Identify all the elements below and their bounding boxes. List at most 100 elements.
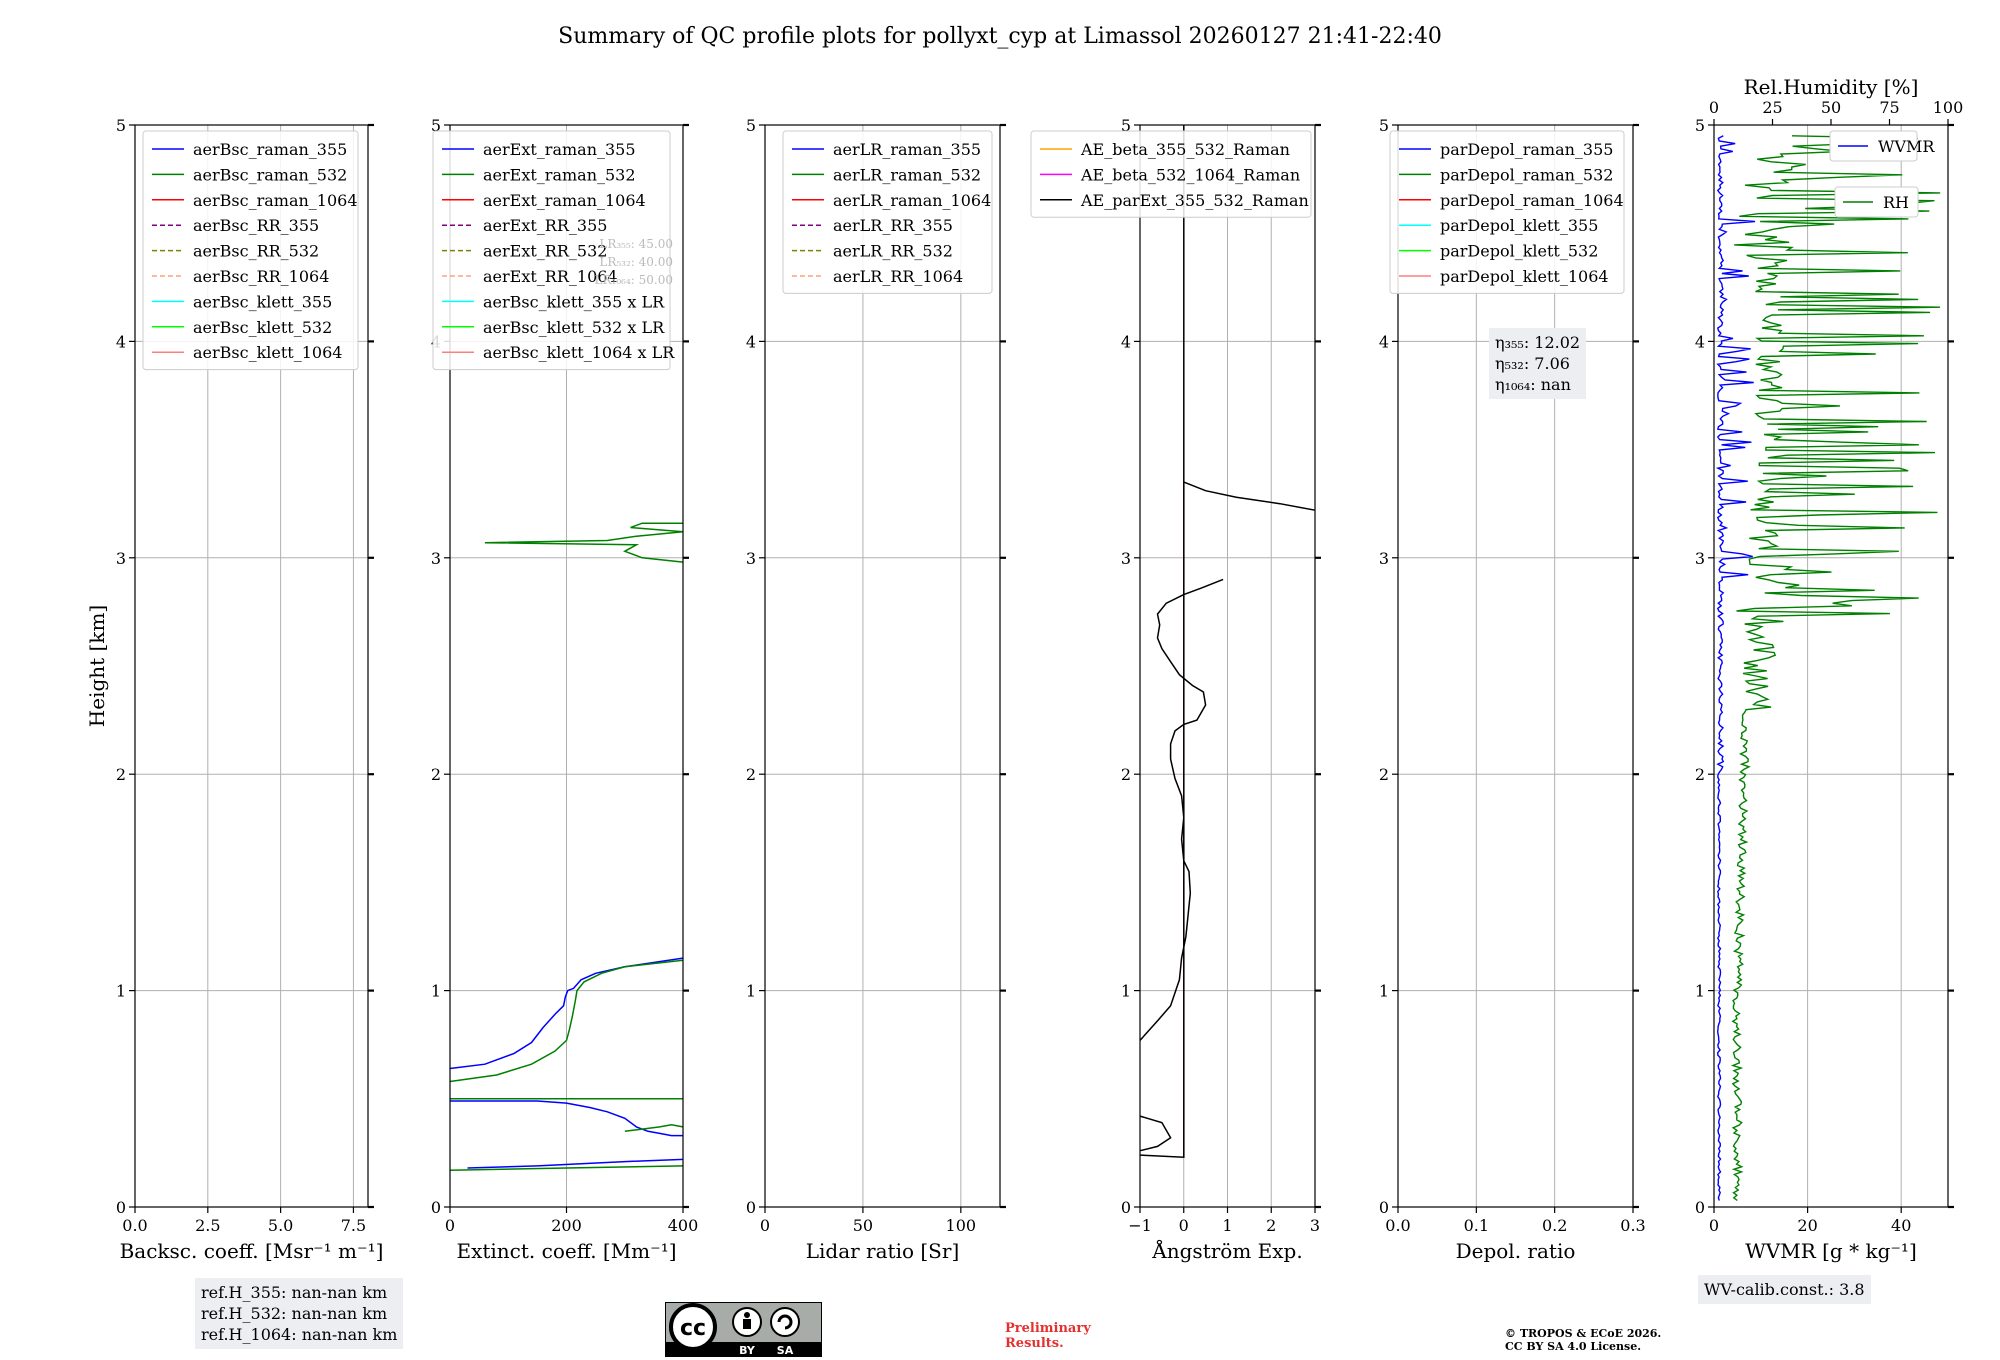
wv-legend-box-RH bbox=[1834, 186, 1919, 218]
wv-calibration-box: WV-calib.const.: 3.8 bbox=[1698, 1275, 1871, 1304]
ext-legend-label: aerExt_raman_1064 bbox=[483, 191, 646, 210]
ext-series-aerExt_raman_532 bbox=[484, 522, 684, 563]
figure-title: Summary of QC profile plots for pollyxt_… bbox=[558, 24, 1442, 49]
lr-legend-label: aerLR_raman_532 bbox=[833, 165, 981, 184]
copyright-note: © TROPOS & ECoE 2026. CC BY SA 4.0 Licen… bbox=[1505, 1327, 1661, 1353]
depol-legend-label: parDepol_raman_532 bbox=[1440, 165, 1613, 184]
preliminary-line-2: Results. bbox=[1005, 1336, 1064, 1351]
bsc-ytick-label: 5 bbox=[116, 116, 126, 135]
cc-license-badge: cc BY SA bbox=[665, 1302, 822, 1357]
depol-ytick-label: 5 bbox=[1379, 116, 1389, 135]
wv-calib-constant: WV-calib.const.: 3.8 bbox=[1704, 1280, 1865, 1299]
ae-ytick-label: 5 bbox=[1121, 116, 1131, 135]
bsc-panel: 0 1 2 3 4 5 0.0 2.5 5.0 7.5 Backsc. coeff. [Msr⁻¹ … bbox=[85, 116, 383, 1263]
wv-xtick-label: 20 bbox=[1797, 1216, 1817, 1235]
ae-xtick-label: 0 bbox=[1179, 1216, 1189, 1235]
bsc-legend bbox=[142, 130, 359, 371]
wv-xtick-label: 0 bbox=[1709, 1216, 1719, 1235]
bsc-legend-label: aerBsc_klett_532 bbox=[193, 318, 332, 337]
depol-ytick-label: 2 bbox=[1379, 765, 1389, 784]
bsc-ytick-label: 3 bbox=[116, 549, 126, 568]
bsc-xtick-label: 7.5 bbox=[341, 1216, 366, 1235]
lr-ytick-label: 4 bbox=[746, 332, 756, 351]
ae-series-AE_parExt_355_532_Raman bbox=[1183, 481, 1316, 511]
ext-legend-label: aerExt_RR_355 bbox=[483, 216, 607, 235]
ae-legend-label: AE_beta_355_532_Raman bbox=[1080, 140, 1290, 159]
preliminary-results-note: Preliminary Results. bbox=[1005, 1321, 1091, 1351]
lr-legend-label: aerLR_RR_355 bbox=[833, 216, 953, 235]
bsc-ylabel: Height [km] bbox=[85, 605, 109, 727]
ae-legend-label: AE_beta_532_1064_Raman bbox=[1080, 165, 1300, 184]
ext-legend-label: aerExt_raman_532 bbox=[483, 165, 636, 184]
svg-text:cc: cc bbox=[680, 1316, 706, 1341]
ext-lr-annotation: LR₃₅₅: 45.00 bbox=[599, 237, 673, 251]
wv-xtick-label: 40 bbox=[1891, 1216, 1911, 1235]
bsc-legend-label: aerBsc_raman_532 bbox=[193, 165, 347, 184]
ext-legend-label: aerExt_RR_1064 bbox=[483, 267, 618, 286]
ext-series-aerExt_raman_532 bbox=[449, 1165, 684, 1171]
depol-ytick-label: 1 bbox=[1379, 982, 1389, 1001]
ext-series-aerExt_raman_532 bbox=[624, 1124, 684, 1133]
ae-ytick-label: 3 bbox=[1121, 549, 1131, 568]
preliminary-line-1: Preliminary bbox=[1005, 1321, 1091, 1336]
lr-xtick-label: 0 bbox=[760, 1216, 770, 1235]
bsc-legend-label: aerBsc_raman_355 bbox=[193, 140, 347, 159]
wv-ytick-label: 3 bbox=[1695, 549, 1705, 568]
ext-legend-label: aerExt_raman_355 bbox=[483, 140, 636, 159]
wv-ytick-label: 2 bbox=[1695, 765, 1705, 784]
sa-share-alike-icon bbox=[770, 1307, 800, 1337]
depol-panel: 0 1 2 3 4 5 0.0 0.1 0.2 0.3 Depol. ratio parDepol_r… bbox=[1379, 116, 1646, 1263]
wv-series-RH bbox=[1730, 135, 1941, 1202]
wv-legend-label: WVMR bbox=[1878, 137, 1935, 156]
bsc-xtick-label: 5.0 bbox=[268, 1216, 293, 1235]
lr-ytick-label: 5 bbox=[746, 116, 756, 135]
ext-ytick-label: 5 bbox=[431, 116, 441, 135]
ext-xlabel: Extinct. coeff. [Mm⁻¹] bbox=[456, 1239, 676, 1263]
wv-x2tick-label: 100 bbox=[1933, 98, 1964, 117]
ext-lr-annotation: LR₅₃₂: 40.00 bbox=[599, 255, 673, 269]
ext-legend-label: aerBsc_klett_532 x LR bbox=[483, 318, 665, 337]
bsc-legend-label: aerBsc_klett_355 bbox=[193, 292, 332, 311]
wv-x2tick-label: 25 bbox=[1762, 98, 1782, 117]
cc-by-label: BY bbox=[739, 1344, 756, 1357]
lr-ytick-label: 2 bbox=[746, 765, 756, 784]
wv-series-WVMR bbox=[1715, 135, 1756, 1201]
bsc-legend-label: aerBsc_raman_1064 bbox=[193, 191, 358, 210]
depol-calibration-box: η₃₅₅: 12.02 η₅₃₂: 7.06 η₁₀₆₄: nan bbox=[1489, 328, 1587, 399]
wv-legend-label: RH bbox=[1883, 193, 1909, 212]
ae-xlabel: Ångström Exp. bbox=[1151, 1238, 1302, 1263]
ae-ytick-label: 4 bbox=[1121, 332, 1131, 351]
bsc-ytick-label: 2 bbox=[116, 765, 126, 784]
ext-legend-label: aerBsc_klett_1064 x LR bbox=[483, 343, 675, 362]
eta-532: η₅₃₂: 7.06 bbox=[1495, 354, 1570, 373]
ae-series-AE_parExt_355_532_Raman bbox=[1139, 1115, 1172, 1152]
depol-legend-label: parDepol_raman_1064 bbox=[1440, 191, 1624, 210]
ext-lr-annotation: LR₁₀₆₄: 50.00 bbox=[595, 273, 673, 287]
lr-legend-label: aerLR_raman_355 bbox=[833, 140, 981, 159]
depol-ytick-label: 3 bbox=[1379, 549, 1389, 568]
ref-height-355: ref.H_355: nan-nan km bbox=[201, 1283, 388, 1302]
bsc-legend-label: aerBsc_klett_1064 bbox=[193, 343, 342, 362]
ae-ytick-label: 2 bbox=[1121, 765, 1131, 784]
wv-x2tick-label: 0 bbox=[1709, 98, 1719, 117]
ext-panel: 0123450200400Extinct. coeff. [Mm⁻¹]aerEx… bbox=[431, 116, 698, 1263]
wv-x2tick-label: 75 bbox=[1879, 98, 1899, 117]
ext-legend-label: aerBsc_klett_355 x LR bbox=[483, 292, 665, 311]
ext-ytick-label: 3 bbox=[431, 549, 441, 568]
ext-ytick-label: 2 bbox=[431, 765, 441, 784]
bsc-legend-label: aerBsc_RR_532 bbox=[193, 242, 319, 261]
ext-legend-label: aerExt_RR_532 bbox=[483, 242, 607, 261]
wv-ytick-label: 5 bbox=[1695, 116, 1705, 135]
lr-legend-label: aerLR_RR_532 bbox=[833, 242, 953, 261]
ext-series-aerExt_raman_532 bbox=[449, 959, 684, 1083]
ext-series-aerExt_raman_355 bbox=[449, 957, 684, 1070]
ae-xtick-label: 2 bbox=[1266, 1216, 1276, 1235]
lr-ytick-label: 3 bbox=[746, 549, 756, 568]
ae-xtick-label: −1 bbox=[1128, 1216, 1152, 1235]
cc-icon bbox=[669, 1303, 717, 1351]
depol-xtick-label: 0.0 bbox=[1385, 1216, 1410, 1235]
ae-xtick-label: 3 bbox=[1310, 1216, 1320, 1235]
bsc-legend-label: aerBsc_RR_1064 bbox=[193, 267, 329, 286]
depol-legend-label: parDepol_klett_1064 bbox=[1440, 267, 1609, 286]
